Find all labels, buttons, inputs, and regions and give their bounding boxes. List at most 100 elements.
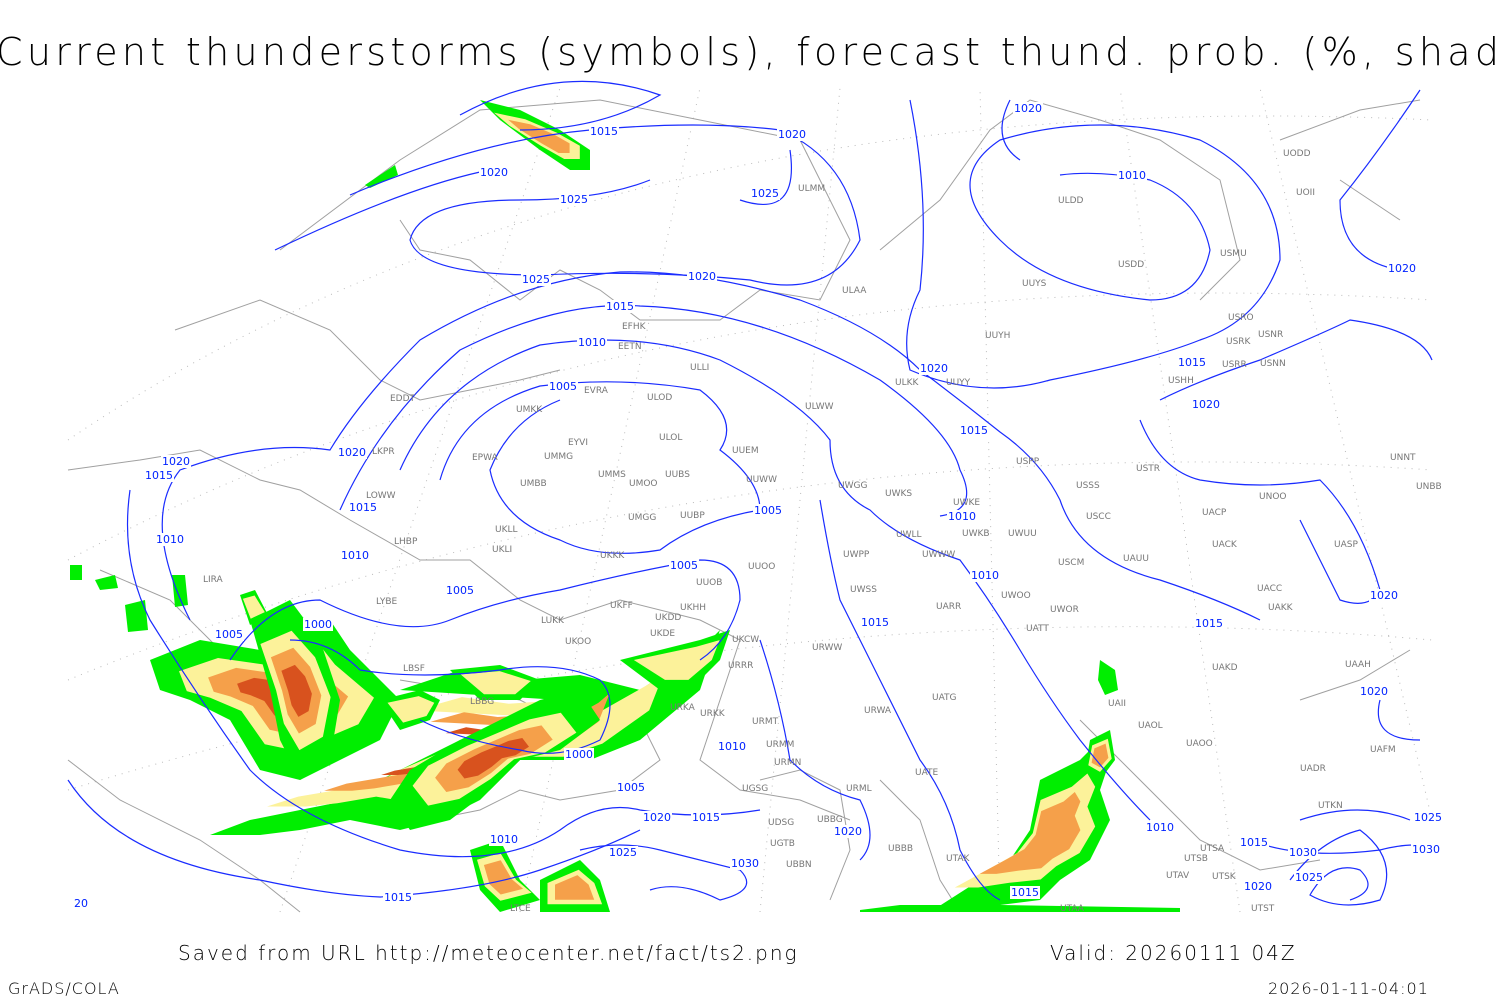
station-label-group: UNBB — [1416, 482, 1442, 492]
isobar-label: 1015 — [590, 125, 618, 138]
isobar-label: 1015 — [1195, 617, 1223, 630]
isobar-label-background — [833, 825, 863, 838]
station-label: UUYS — [1022, 279, 1047, 289]
isobar-label-group: 1005 — [548, 380, 578, 393]
station-label: USNR — [1258, 330, 1283, 340]
station-label: UAFM — [1370, 745, 1396, 755]
station-label: ULKK — [895, 378, 920, 388]
isobar-label-group: 1025 — [750, 187, 780, 200]
isobar-label: 1015 — [606, 300, 634, 313]
station-label: UWKE — [953, 498, 980, 508]
station-label-group: USNN — [1260, 359, 1286, 369]
isobar-label-group: 1005 — [616, 781, 646, 794]
station-label: UTKN — [1318, 801, 1343, 811]
isobar-label-background — [1411, 843, 1441, 856]
isobar-label-background — [337, 446, 367, 459]
isobar-label: 1020 — [162, 455, 190, 468]
station-label: UTSA — [1200, 844, 1225, 854]
station-label: EVRA — [584, 386, 609, 396]
station-label: USTR — [1136, 464, 1160, 474]
isobar-label-background — [1145, 821, 1175, 834]
station-label-group: EPWA — [472, 453, 499, 463]
station-label: URKK — [700, 709, 726, 719]
station-label: UBBN — [786, 860, 812, 870]
isobar-label-group: 1020 — [687, 270, 717, 283]
station-label-group: LIRA — [203, 575, 224, 585]
station-label: UUYY — [946, 378, 971, 388]
station-label: UAII — [1108, 699, 1126, 709]
station-label: ULDD — [1058, 196, 1084, 206]
isobar-label-group: 1025 — [608, 846, 638, 859]
station-label-group: UAKK — [1268, 603, 1294, 613]
isobar-label-group: 1005 — [214, 628, 244, 641]
isobar-label: 1010 — [156, 533, 184, 546]
isobar-label: 1005 — [215, 628, 243, 641]
map-title: Current thunderstorms (symbols), forecas… — [0, 30, 1500, 74]
station-label-group: URMN — [774, 758, 801, 768]
isobar-label-group: 1030 — [1288, 846, 1318, 859]
station-label: USPP — [1016, 457, 1040, 467]
station-label-group: URRR — [728, 661, 753, 671]
station-label: UMGG — [628, 513, 656, 523]
isobar-label: 1005 — [617, 781, 645, 794]
station-label: ULLI — [690, 363, 709, 373]
station-label: URWW — [812, 643, 842, 653]
station-label-group: UUYH — [985, 331, 1010, 341]
station-label-group: UWWW — [922, 550, 955, 560]
isobar-label: 1025 — [522, 273, 550, 286]
station-label: UKLI — [492, 545, 512, 555]
thunderstorm-prob-low-area — [860, 905, 1180, 912]
isobar-label: 1020 — [643, 811, 671, 824]
isobar-label-background — [1191, 398, 1221, 411]
station-label-group: UMGG — [628, 513, 656, 523]
station-label-group: UTSK — [1212, 872, 1237, 882]
station-label: UADR — [1300, 764, 1326, 774]
station-label: UKLL — [495, 525, 518, 535]
thunderstorm-prob-low-area — [70, 565, 82, 580]
station-label: UBBB — [888, 844, 913, 854]
isobar-label-background — [717, 740, 747, 753]
station-label: ULAA — [842, 286, 867, 296]
isobar-label-group: 1005 — [445, 584, 475, 597]
isobar-label: 1025 — [560, 193, 588, 206]
station-label: UATE — [915, 768, 939, 778]
station-label: URWA — [864, 706, 892, 716]
station-label-group: UKCW — [732, 635, 759, 645]
isobar-label: 1010 — [1146, 821, 1174, 834]
station-label-group: UBBN — [786, 860, 812, 870]
station-label-group: USCM — [1058, 558, 1084, 568]
station-label: UWKS — [885, 489, 912, 499]
isobar-label-background — [730, 857, 760, 870]
station-label: USSS — [1076, 481, 1100, 491]
station-label: UACC — [1257, 584, 1282, 594]
isobar-label-group: 1010 — [340, 549, 370, 562]
station-label-group: USRK — [1226, 337, 1252, 347]
isobar-label-group: 1020 — [642, 811, 672, 824]
isobar-label: 1020 — [920, 362, 948, 375]
station-label-group: USRR — [1222, 360, 1247, 370]
station-label-group: UASP — [1334, 540, 1358, 550]
station-label: UNBB — [1416, 482, 1442, 492]
station-label: UATG — [932, 693, 957, 703]
isobar-label: 1010 — [718, 740, 746, 753]
station-label-group: UUBS — [665, 470, 690, 480]
station-label: UUOB — [696, 578, 722, 588]
station-label-group: LYBE — [376, 597, 397, 607]
station-label-group: URMM — [766, 740, 794, 750]
thunderstorm-prob-low-area — [95, 575, 118, 590]
station-label: UUBS — [665, 470, 690, 480]
isobar-label-background — [1359, 685, 1389, 698]
isobar-label-background — [1177, 356, 1207, 369]
isobar-label-background — [1369, 589, 1399, 602]
station-label: UBBG — [817, 815, 843, 825]
isobar-label-group: 1010 — [1117, 169, 1147, 182]
station-label: UKHH — [680, 603, 706, 613]
isobar-label-group: 1010 — [970, 569, 1000, 582]
isobar-label: 20 — [74, 897, 88, 910]
station-label-group: UUYS — [1022, 279, 1047, 289]
isobar-label-background — [959, 424, 989, 437]
station-label-group: UWPP — [843, 550, 870, 560]
station-label: UGTB — [770, 839, 795, 849]
isobar-label-background — [1010, 886, 1040, 899]
isobar-label-background — [1413, 811, 1443, 824]
